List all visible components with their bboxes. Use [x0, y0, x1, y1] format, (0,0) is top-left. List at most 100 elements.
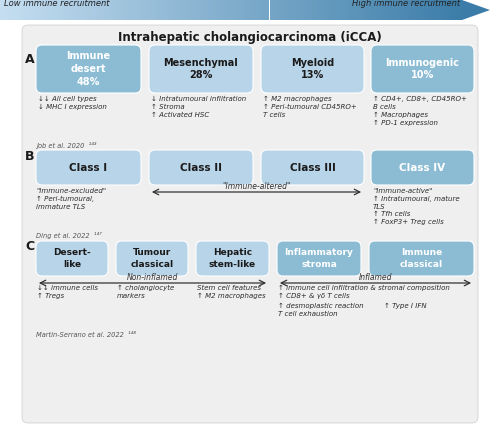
Bar — [88, 0, 92, 20]
Bar — [50, 0, 54, 20]
Bar — [73, 0, 77, 20]
Bar — [158, 0, 162, 20]
Bar — [277, 0, 281, 20]
Bar — [358, 0, 362, 20]
Bar — [362, 0, 366, 20]
Bar — [304, 0, 308, 20]
Bar — [281, 0, 285, 20]
Bar — [220, 0, 224, 20]
Bar — [446, 0, 450, 20]
Bar — [381, 0, 385, 20]
Text: Immune
desert
48%: Immune desert 48% — [66, 51, 110, 87]
Bar — [77, 0, 81, 20]
Bar — [420, 0, 424, 20]
FancyBboxPatch shape — [149, 45, 253, 93]
Bar — [331, 0, 335, 20]
Text: Mesenchymal
28%: Mesenchymal 28% — [164, 58, 238, 80]
FancyBboxPatch shape — [36, 45, 141, 93]
Text: Martin-Serrano et al. 2022  ¹⁴⁸: Martin-Serrano et al. 2022 ¹⁴⁸ — [36, 332, 136, 338]
Bar — [0, 0, 4, 20]
Polygon shape — [462, 0, 490, 20]
Text: ↑ desmoplastic reaction
T cell exhaustion: ↑ desmoplastic reaction T cell exhaustio… — [278, 303, 364, 317]
Bar — [374, 0, 378, 20]
Bar — [146, 0, 150, 20]
Bar — [378, 0, 381, 20]
Bar — [242, 0, 246, 20]
Bar — [250, 0, 254, 20]
Bar — [431, 0, 435, 20]
Bar — [392, 0, 396, 20]
Bar — [258, 0, 262, 20]
Bar — [174, 0, 177, 20]
Text: Intrahepatic cholangiocarcinoma (iCCA): Intrahepatic cholangiocarcinoma (iCCA) — [118, 31, 382, 44]
Bar — [66, 0, 70, 20]
Text: ↑ immune cell infiltration & stromal composition
↑ CD8+ & γδ T cells: ↑ immune cell infiltration & stromal com… — [278, 285, 450, 299]
Text: Low immune recruitment: Low immune recruitment — [4, 0, 110, 8]
Bar — [366, 0, 370, 20]
Bar — [396, 0, 400, 20]
Text: "Immune-active"
↑ Intratumoural, mature
TLS
↑ Tfh cells
↑ FoxP3+ Treg cells: "Immune-active" ↑ Intratumoural, mature … — [373, 188, 460, 225]
Bar — [16, 0, 19, 20]
Bar — [31, 0, 34, 20]
Text: "Immune-excluded"
↑ Peri-tumoural,
immature TLS: "Immune-excluded" ↑ Peri-tumoural, immat… — [36, 188, 106, 210]
Bar — [246, 0, 250, 20]
Text: Immune
classical: Immune classical — [400, 248, 443, 268]
Bar — [38, 0, 42, 20]
Bar — [19, 0, 23, 20]
Bar — [324, 0, 327, 20]
Text: "Immune-altered": "Immune-altered" — [222, 181, 291, 190]
Text: High immune recruitment: High immune recruitment — [352, 0, 460, 8]
Bar — [292, 0, 296, 20]
Bar — [177, 0, 181, 20]
Bar — [385, 0, 389, 20]
Bar — [443, 0, 446, 20]
Bar — [335, 0, 339, 20]
Bar — [138, 0, 142, 20]
Bar — [262, 0, 266, 20]
Bar — [142, 0, 146, 20]
Bar — [58, 0, 61, 20]
Bar — [435, 0, 439, 20]
Text: Inflammatory
stroma: Inflammatory stroma — [284, 248, 354, 268]
Bar — [8, 0, 12, 20]
Bar — [450, 0, 454, 20]
Bar — [108, 0, 112, 20]
Bar — [92, 0, 96, 20]
Text: Inflamed: Inflamed — [359, 273, 392, 282]
Bar — [227, 0, 231, 20]
FancyBboxPatch shape — [277, 241, 361, 276]
Bar — [408, 0, 412, 20]
Bar — [200, 0, 204, 20]
Text: Class III: Class III — [290, 163, 336, 172]
Bar — [112, 0, 116, 20]
Bar — [327, 0, 331, 20]
Bar — [312, 0, 316, 20]
FancyBboxPatch shape — [36, 150, 141, 185]
Text: ↓↓ immune cells
↑ Tregs: ↓↓ immune cells ↑ Tregs — [37, 285, 98, 299]
Bar — [428, 0, 431, 20]
Text: Desert-
like: Desert- like — [53, 248, 91, 268]
Text: ↑ M2 macrophages
↑ Peri-tumoural CD45RO+
T cells: ↑ M2 macrophages ↑ Peri-tumoural CD45RO+… — [263, 96, 357, 118]
Text: B: B — [25, 150, 34, 163]
FancyBboxPatch shape — [149, 150, 253, 185]
Text: ↑ Type I IFN: ↑ Type I IFN — [384, 303, 426, 309]
Bar — [162, 0, 166, 20]
FancyBboxPatch shape — [369, 241, 474, 276]
Bar — [166, 0, 170, 20]
Bar — [224, 0, 227, 20]
Bar — [404, 0, 408, 20]
Bar — [342, 0, 346, 20]
Bar — [42, 0, 46, 20]
Text: A: A — [25, 53, 34, 66]
Bar — [270, 0, 274, 20]
Text: Class I: Class I — [70, 163, 108, 172]
Bar — [170, 0, 173, 20]
Text: C: C — [25, 240, 34, 253]
Bar — [100, 0, 104, 20]
Bar — [192, 0, 196, 20]
Bar — [23, 0, 27, 20]
Bar — [62, 0, 66, 20]
Bar — [350, 0, 354, 20]
FancyBboxPatch shape — [371, 45, 474, 93]
Text: Stem cell features
↑ M2 macrophages: Stem cell features ↑ M2 macrophages — [197, 285, 266, 299]
